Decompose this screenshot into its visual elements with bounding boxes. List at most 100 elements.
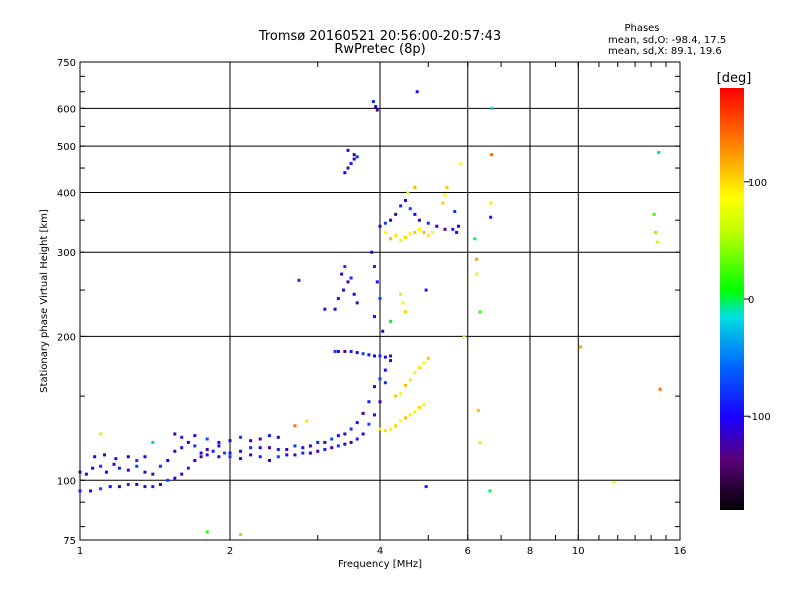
data-point — [655, 240, 659, 244]
data-point — [104, 470, 108, 474]
data-point — [199, 455, 203, 459]
data-point — [78, 489, 82, 493]
data-point — [657, 150, 661, 154]
data-point — [378, 377, 382, 381]
x-tick-label: 8 — [527, 546, 533, 557]
data-point — [389, 354, 393, 358]
data-point — [343, 265, 347, 269]
data-point — [426, 234, 430, 238]
data-point — [343, 171, 347, 175]
data-point — [355, 301, 359, 305]
data-point — [228, 455, 232, 459]
data-point — [373, 265, 377, 269]
data-point — [383, 221, 387, 225]
data-point — [239, 457, 243, 461]
data-point — [166, 458, 170, 462]
data-point — [180, 435, 184, 439]
data-point — [258, 455, 262, 459]
data-point — [403, 416, 407, 420]
data-point — [99, 487, 103, 491]
data-point — [403, 383, 407, 387]
data-point — [143, 485, 147, 489]
data-point — [323, 307, 327, 311]
x-tick-label: 10 — [572, 546, 585, 557]
data-point — [346, 148, 350, 152]
data-point — [373, 354, 377, 358]
data-point — [349, 276, 353, 280]
data-point — [367, 400, 371, 404]
data-point — [373, 385, 377, 389]
data-point — [349, 440, 353, 444]
data-point — [383, 230, 387, 234]
data-point — [293, 453, 297, 457]
data-point — [117, 466, 121, 470]
data-point — [151, 472, 155, 476]
data-point — [126, 482, 130, 486]
data-point — [258, 446, 262, 450]
data-point — [308, 451, 312, 455]
data-point — [352, 157, 356, 161]
data-point — [426, 356, 430, 360]
colorbar-ticks: 100 0 -100 — [744, 178, 771, 423]
data-point — [399, 238, 403, 242]
data-point — [394, 394, 398, 398]
data-point — [352, 292, 356, 296]
colorbar-label: [deg] — [717, 71, 752, 86]
x-axis-ticks: 1 2 4 6 8 10 16 — [77, 62, 686, 557]
data-point — [343, 349, 347, 353]
data-point — [249, 446, 253, 450]
colorbar-tick-label: -100 — [748, 412, 771, 423]
data-point — [490, 153, 494, 157]
data-point — [330, 446, 334, 450]
data-point — [276, 447, 280, 451]
data-point — [394, 212, 398, 216]
data-point — [413, 230, 417, 234]
data-point — [158, 482, 162, 486]
data-point — [117, 485, 121, 489]
data-point — [78, 470, 82, 474]
data-point — [297, 278, 301, 282]
data-point — [355, 437, 359, 441]
data-point — [228, 439, 232, 443]
data-point — [389, 237, 393, 241]
phases-heading: Phases — [624, 23, 659, 34]
data-point — [453, 210, 457, 214]
data-point — [336, 349, 340, 353]
data-point — [316, 449, 320, 453]
data-point — [408, 232, 412, 236]
data-point — [383, 381, 387, 385]
data-point — [378, 224, 382, 228]
data-point — [205, 530, 209, 534]
data-point — [445, 185, 449, 189]
y-tick-label: 600 — [57, 104, 76, 115]
y-axis-label: Stationary phase Virtual Height [km] — [39, 209, 50, 393]
data-point — [403, 310, 407, 314]
data-point — [99, 464, 103, 468]
data-point — [489, 215, 493, 219]
data-point — [478, 310, 482, 314]
data-point — [408, 378, 412, 382]
data-point — [217, 455, 221, 459]
data-point — [217, 440, 221, 444]
x-tick-label: 2 — [227, 546, 233, 557]
data-point — [399, 419, 403, 423]
data-point — [103, 453, 107, 457]
y-tick-label: 100 — [57, 476, 76, 487]
x-tick-label: 6 — [465, 546, 471, 557]
data-point — [431, 230, 435, 234]
data-point — [333, 307, 337, 311]
data-point — [217, 444, 221, 448]
data-point — [346, 280, 350, 284]
data-point — [489, 201, 493, 205]
data-point — [93, 455, 97, 459]
data-point — [239, 533, 243, 537]
data-point — [378, 400, 382, 404]
data-point — [193, 434, 197, 438]
data-point — [126, 468, 130, 472]
data-point — [458, 161, 462, 165]
data-point — [193, 444, 197, 448]
data-point — [361, 352, 365, 356]
data-point — [490, 106, 494, 110]
data-point — [422, 403, 426, 407]
data-point — [211, 449, 215, 453]
